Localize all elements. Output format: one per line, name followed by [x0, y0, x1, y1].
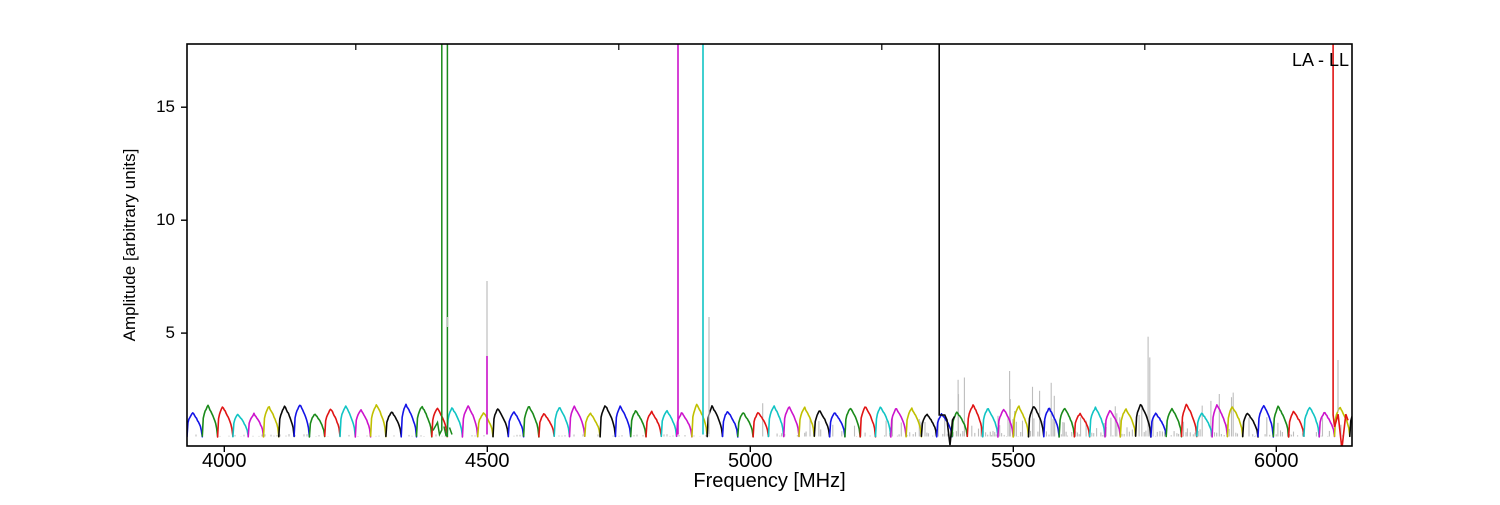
svg-text:6000: 6000 — [1254, 450, 1299, 472]
svg-text:5: 5 — [166, 323, 175, 342]
svg-text:5500: 5500 — [991, 450, 1036, 472]
svg-text:Amplitude [arbitrary units]: Amplitude [arbitrary units] — [120, 149, 139, 342]
svg-text:4000: 4000 — [202, 450, 247, 472]
svg-text:4500: 4500 — [465, 450, 510, 472]
svg-text:10: 10 — [156, 210, 175, 229]
svg-text:LA - LL: LA - LL — [1292, 50, 1349, 70]
svg-text:5000: 5000 — [728, 450, 773, 472]
svg-text:Frequency [MHz]: Frequency [MHz] — [693, 470, 845, 492]
svg-text:15: 15 — [156, 97, 175, 116]
